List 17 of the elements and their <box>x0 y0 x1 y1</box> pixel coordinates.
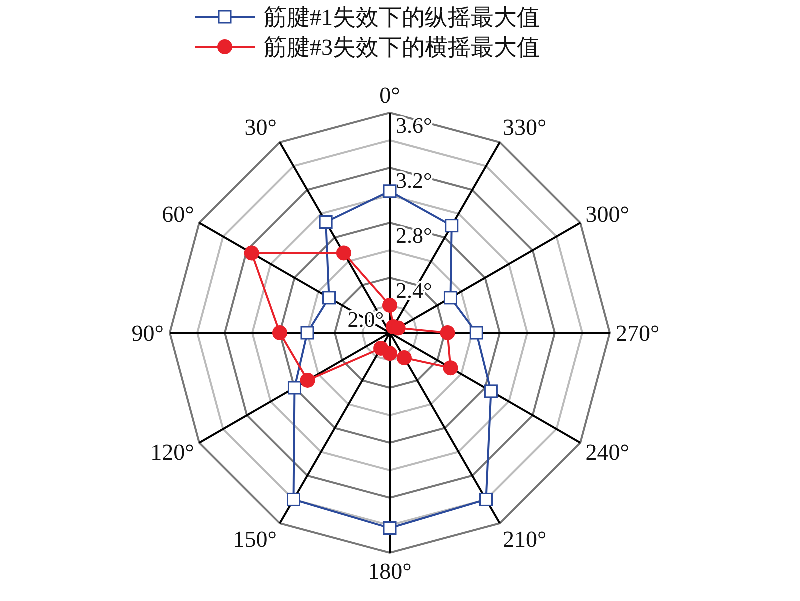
spoke-label: 90° <box>132 321 164 346</box>
y-tick-label: 2.8° <box>396 223 432 248</box>
spoke-label: 150° <box>233 527 277 552</box>
spoke-label: 180° <box>368 559 412 584</box>
spoke-label: 120° <box>150 440 194 465</box>
y-tick-label: 3.2° <box>396 168 432 193</box>
legend-label: 筋腱#1失效下的纵摇最大值 <box>264 5 540 30</box>
spoke-label: 240° <box>586 440 630 465</box>
spoke-label: 330° <box>503 114 547 140</box>
spoke-label: 0° <box>380 83 400 108</box>
spoke-label: 270° <box>616 321 660 346</box>
spoke-label: 210° <box>503 527 547 552</box>
spoke-label: 60° <box>162 202 194 227</box>
legend-label: 筋腱#3失效下的横摇最大值 <box>264 35 540 60</box>
spoke-label: 300° <box>586 202 630 227</box>
y-tick-label: 3.6° <box>396 113 432 138</box>
spoke-label: 30° <box>244 114 277 140</box>
